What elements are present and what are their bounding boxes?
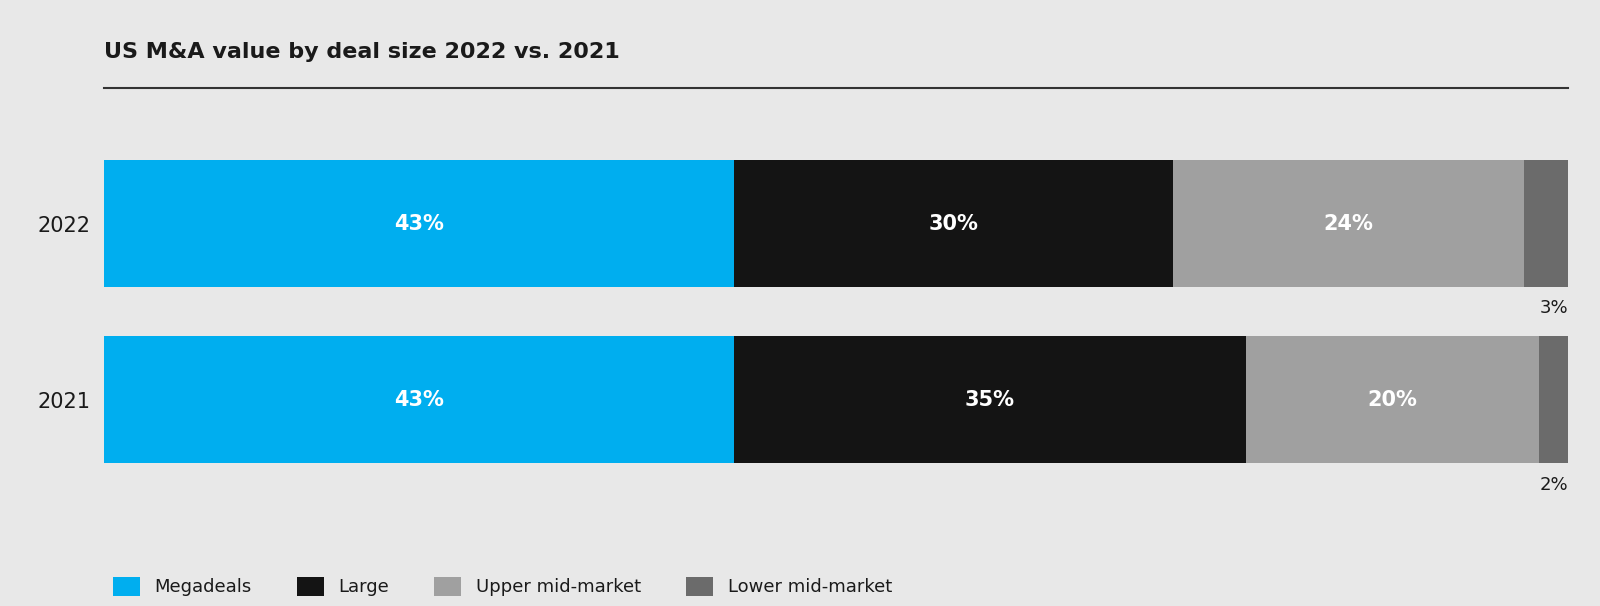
Bar	[1173, 160, 1525, 287]
Bar	[733, 336, 1246, 464]
Text: 30%: 30%	[928, 214, 978, 234]
Text: 3%: 3%	[1539, 299, 1568, 318]
Text: 20%: 20%	[1368, 390, 1418, 410]
Bar	[1539, 336, 1568, 464]
Text: 2%: 2%	[1539, 476, 1568, 494]
Text: 43%: 43%	[394, 214, 443, 234]
Legend: Megadeals, Large, Upper mid-market, Lower mid-market: Megadeals, Large, Upper mid-market, Lowe…	[114, 576, 891, 596]
Bar	[1246, 336, 1539, 464]
Bar	[104, 336, 733, 464]
Text: 43%: 43%	[394, 390, 443, 410]
Bar	[1525, 160, 1568, 287]
Text: 24%: 24%	[1323, 214, 1373, 234]
Bar	[104, 160, 733, 287]
Text: US M&A value by deal size 2022 vs. 2021: US M&A value by deal size 2022 vs. 2021	[104, 42, 619, 62]
Text: 35%: 35%	[965, 390, 1014, 410]
Bar	[733, 160, 1173, 287]
